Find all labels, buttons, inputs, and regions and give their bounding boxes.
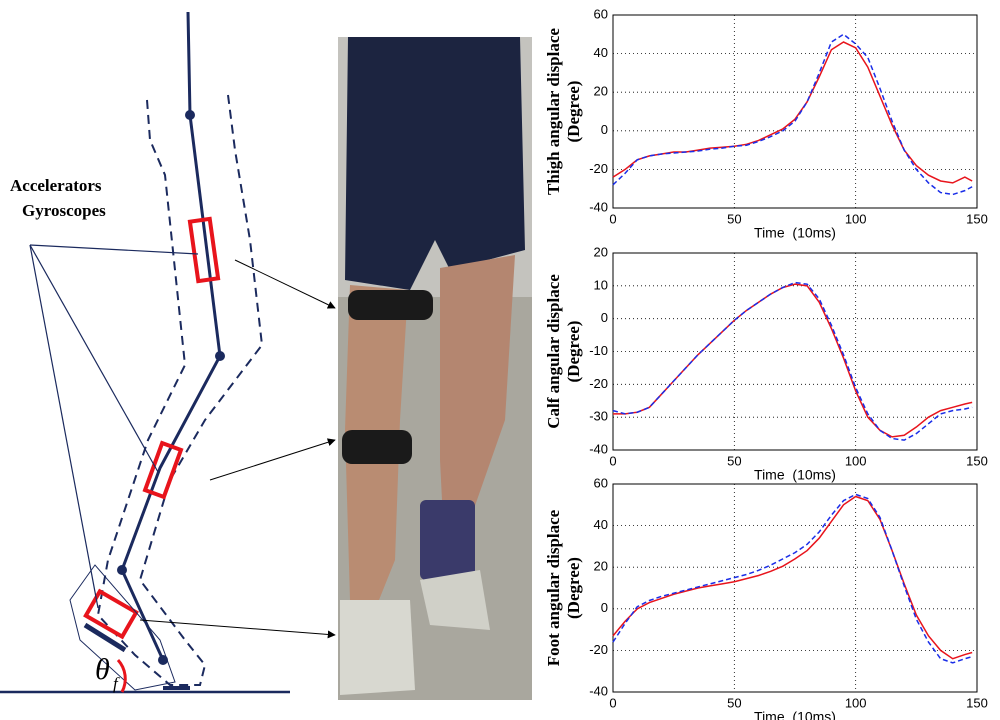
y-tick-label: -20 xyxy=(589,376,608,391)
x-tick-label: 0 xyxy=(609,453,616,468)
y-tick-label: 40 xyxy=(594,517,608,532)
leg-diagram: Accelerators Gyroscopes θ f xyxy=(0,11,336,694)
x-axis-label: Time (10ms) xyxy=(754,709,836,720)
y-axis-label: (Degree) xyxy=(564,557,583,619)
diagram-label: Accelerators xyxy=(10,176,102,195)
x-tick-label: 150 xyxy=(966,453,988,468)
x-tick-label: 0 xyxy=(609,211,616,226)
y-axis-label: Calf angular displace xyxy=(544,274,563,429)
line-series xyxy=(613,283,973,438)
line-series xyxy=(612,33,973,196)
x-tick-label: 0 xyxy=(609,695,616,710)
y-axis-label: (Degree) xyxy=(564,321,583,383)
y-tick-label: 40 xyxy=(594,45,608,60)
x-tick-label: 100 xyxy=(845,695,867,710)
x-tick-label: 50 xyxy=(727,453,741,468)
y-tick-label: -10 xyxy=(589,343,608,358)
line-series xyxy=(612,281,973,441)
y-tick-label: -30 xyxy=(589,409,608,424)
y-tick-label: 60 xyxy=(594,6,608,21)
y-tick-label: 20 xyxy=(594,559,608,574)
y-tick-label: -20 xyxy=(589,642,608,657)
y-tick-label: -40 xyxy=(589,199,608,214)
line-series xyxy=(612,495,973,660)
y-tick-label: 0 xyxy=(601,310,608,325)
photo xyxy=(338,37,532,700)
y-tick-label: 10 xyxy=(594,277,608,292)
y-tick-label: 20 xyxy=(594,84,608,99)
line-series xyxy=(612,493,973,664)
plot-frame xyxy=(612,252,978,451)
y-tick-label: 20 xyxy=(594,244,608,259)
y-tick-label: 0 xyxy=(601,122,608,137)
y-tick-label: -40 xyxy=(589,441,608,456)
angle-subscript: f xyxy=(113,674,120,693)
plot-frame xyxy=(612,483,978,693)
y-tick-label: -20 xyxy=(589,161,608,176)
diagram-label: Gyroscopes xyxy=(22,201,106,220)
y-tick-label: 0 xyxy=(601,600,608,615)
x-tick-label: 50 xyxy=(727,211,741,226)
y-axis-label: Thigh angular displace xyxy=(544,28,563,195)
x-tick-label: 150 xyxy=(966,695,988,710)
y-axis-label: (Degree) xyxy=(564,81,583,143)
x-tick-label: 150 xyxy=(966,211,988,226)
x-tick-label: 100 xyxy=(845,211,867,226)
x-tick-label: 100 xyxy=(845,453,867,468)
x-tick-label: 50 xyxy=(727,695,741,710)
y-tick-label: -40 xyxy=(589,683,608,698)
line-series xyxy=(612,41,973,184)
x-axis-label: Time (10ms) xyxy=(754,467,836,483)
angle-symbol: θ xyxy=(95,653,110,686)
plot-frame xyxy=(612,14,978,209)
y-axis-label: Foot angular displace xyxy=(544,509,563,666)
y-tick-label: 60 xyxy=(594,475,608,490)
x-axis-label: Time (10ms) xyxy=(754,225,836,241)
